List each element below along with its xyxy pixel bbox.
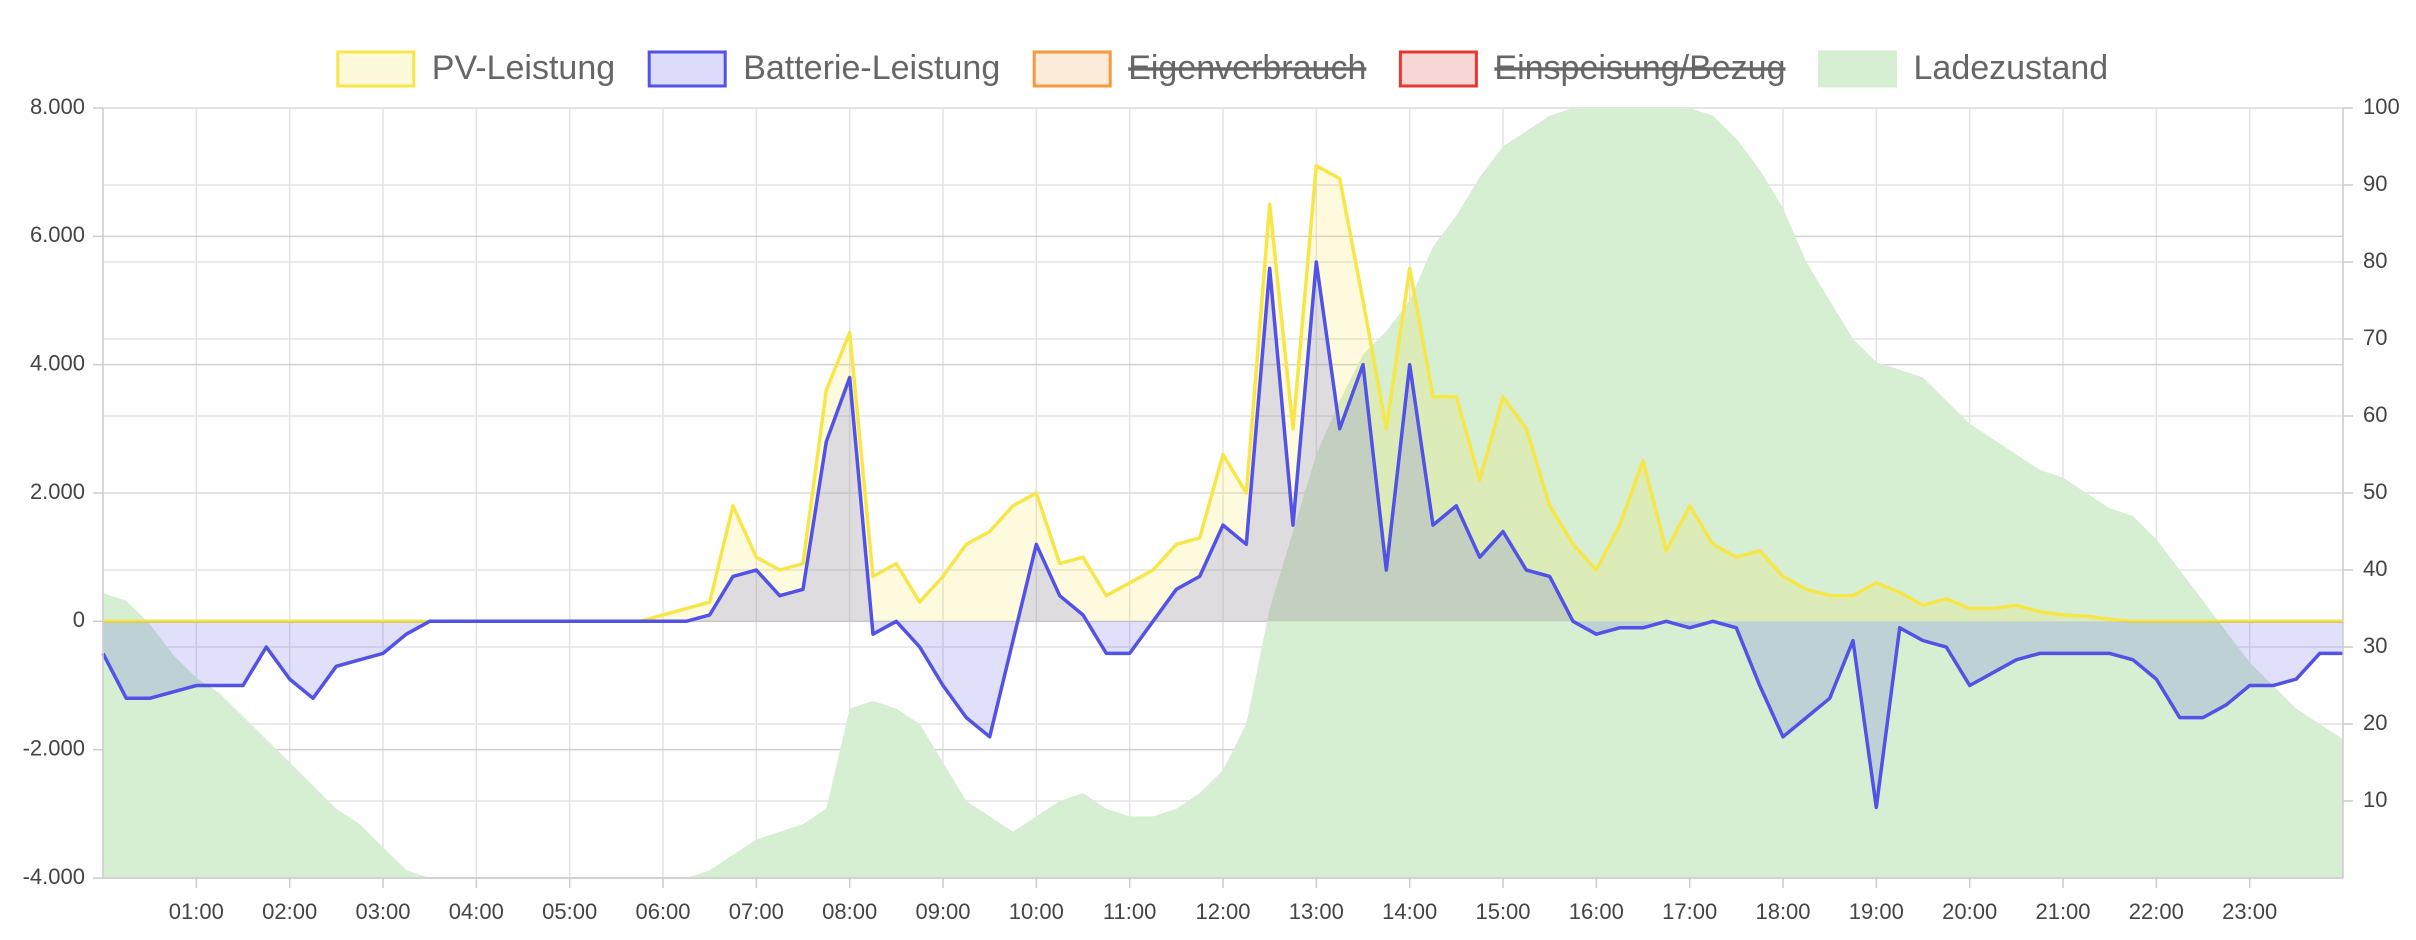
axes: 01:00 02:00 03:00 04:00 05:00 06:00 07:00 08:00… [23,94,2400,924]
y-tick-label: -2.000 [23,735,85,760]
y-tick-label: -4.000 [23,864,85,889]
y2-tick-label: 100 [2363,94,2400,119]
legend-swatch [1818,50,1897,88]
x-tick-label: 01:00 [169,899,224,924]
y2-tick-label: 40 [2363,556,2387,581]
x-tick-label: 18:00 [1755,899,1810,924]
x-tick-label: 21:00 [2035,899,2090,924]
legend-label: Eigenverbrauch [1128,49,1366,87]
area [103,165,2343,622]
area [103,262,2343,808]
legend-item[interactable]: PV-Leistung [336,49,615,88]
x-tick-label: 06:00 [635,899,690,924]
x-tick-label: 22:00 [2129,899,2184,924]
x-tick-label: 17:00 [1662,899,1717,924]
x-tick-label: 23:00 [2222,899,2277,924]
x-tick-label: 05:00 [542,899,597,924]
x-tick-label: 03:00 [355,899,410,924]
x-tick-label: 14:00 [1382,899,1437,924]
legend-swatch [1032,50,1112,88]
line [101,260,2343,810]
y2-tick-label: 20 [2363,710,2387,735]
x-tick-label: 16:00 [1569,899,1624,924]
legend-item[interactable]: Eigenverbrauch [1032,49,1366,88]
x-tick-label: 13:00 [1289,899,1344,924]
x-tick-label: 19:00 [1849,899,1904,924]
legend-label: PV-Leistung [432,49,615,87]
legend-swatch [1398,50,1478,88]
area [103,108,2343,878]
legend-item[interactable]: Einspeisung/Bezug [1398,49,1785,88]
y2-tick-label: 50 [2363,479,2387,504]
y-tick-label: 2.000 [30,479,85,504]
legend-swatch [336,50,416,88]
x-tick-label: 11:00 [1103,899,1156,924]
x-tick-label: 08:00 [822,899,877,924]
legend-label: Einspeisung/Bezug [1494,49,1785,87]
y2-tick-label: 30 [2363,633,2387,658]
x-tick-label: 02:00 [262,899,317,924]
legend-item[interactable]: Ladezustand [1818,49,2109,88]
legend-item[interactable]: Batterie-Leistung [647,49,1000,88]
y2-tick-label: 70 [2363,325,2387,350]
y-tick-label: 8.000 [30,94,85,119]
legend-label: Ladezustand [1914,49,2109,87]
x-tick-label: 10:00 [1009,899,1064,924]
y2-tick-label: 80 [2363,248,2387,273]
x-tick-label: 12:00 [1195,899,1250,924]
x-tick-label: 04:00 [449,899,504,924]
y-tick-label: 4.000 [30,350,85,375]
y2-tick-label: 90 [2363,171,2387,196]
plot-area [101,108,2343,878]
x-tick-label: 07:00 [729,899,784,924]
legend-label: Batterie-Leistung [743,49,1000,87]
x-tick-label: 15:00 [1475,899,1530,924]
x-tick-label: 20:00 [1942,899,1997,924]
legend-swatch [647,50,727,88]
y2-tick-label: 10 [2363,787,2387,812]
y-tick-label: 0 [73,607,85,632]
x-tick-label: 09:00 [915,899,970,924]
legend: PV-Leistung Batterie-Leistung Eigenverbrau… [336,49,2109,88]
y-tick-label: 6.000 [30,222,85,247]
y2-tick-label: 60 [2363,402,2387,427]
